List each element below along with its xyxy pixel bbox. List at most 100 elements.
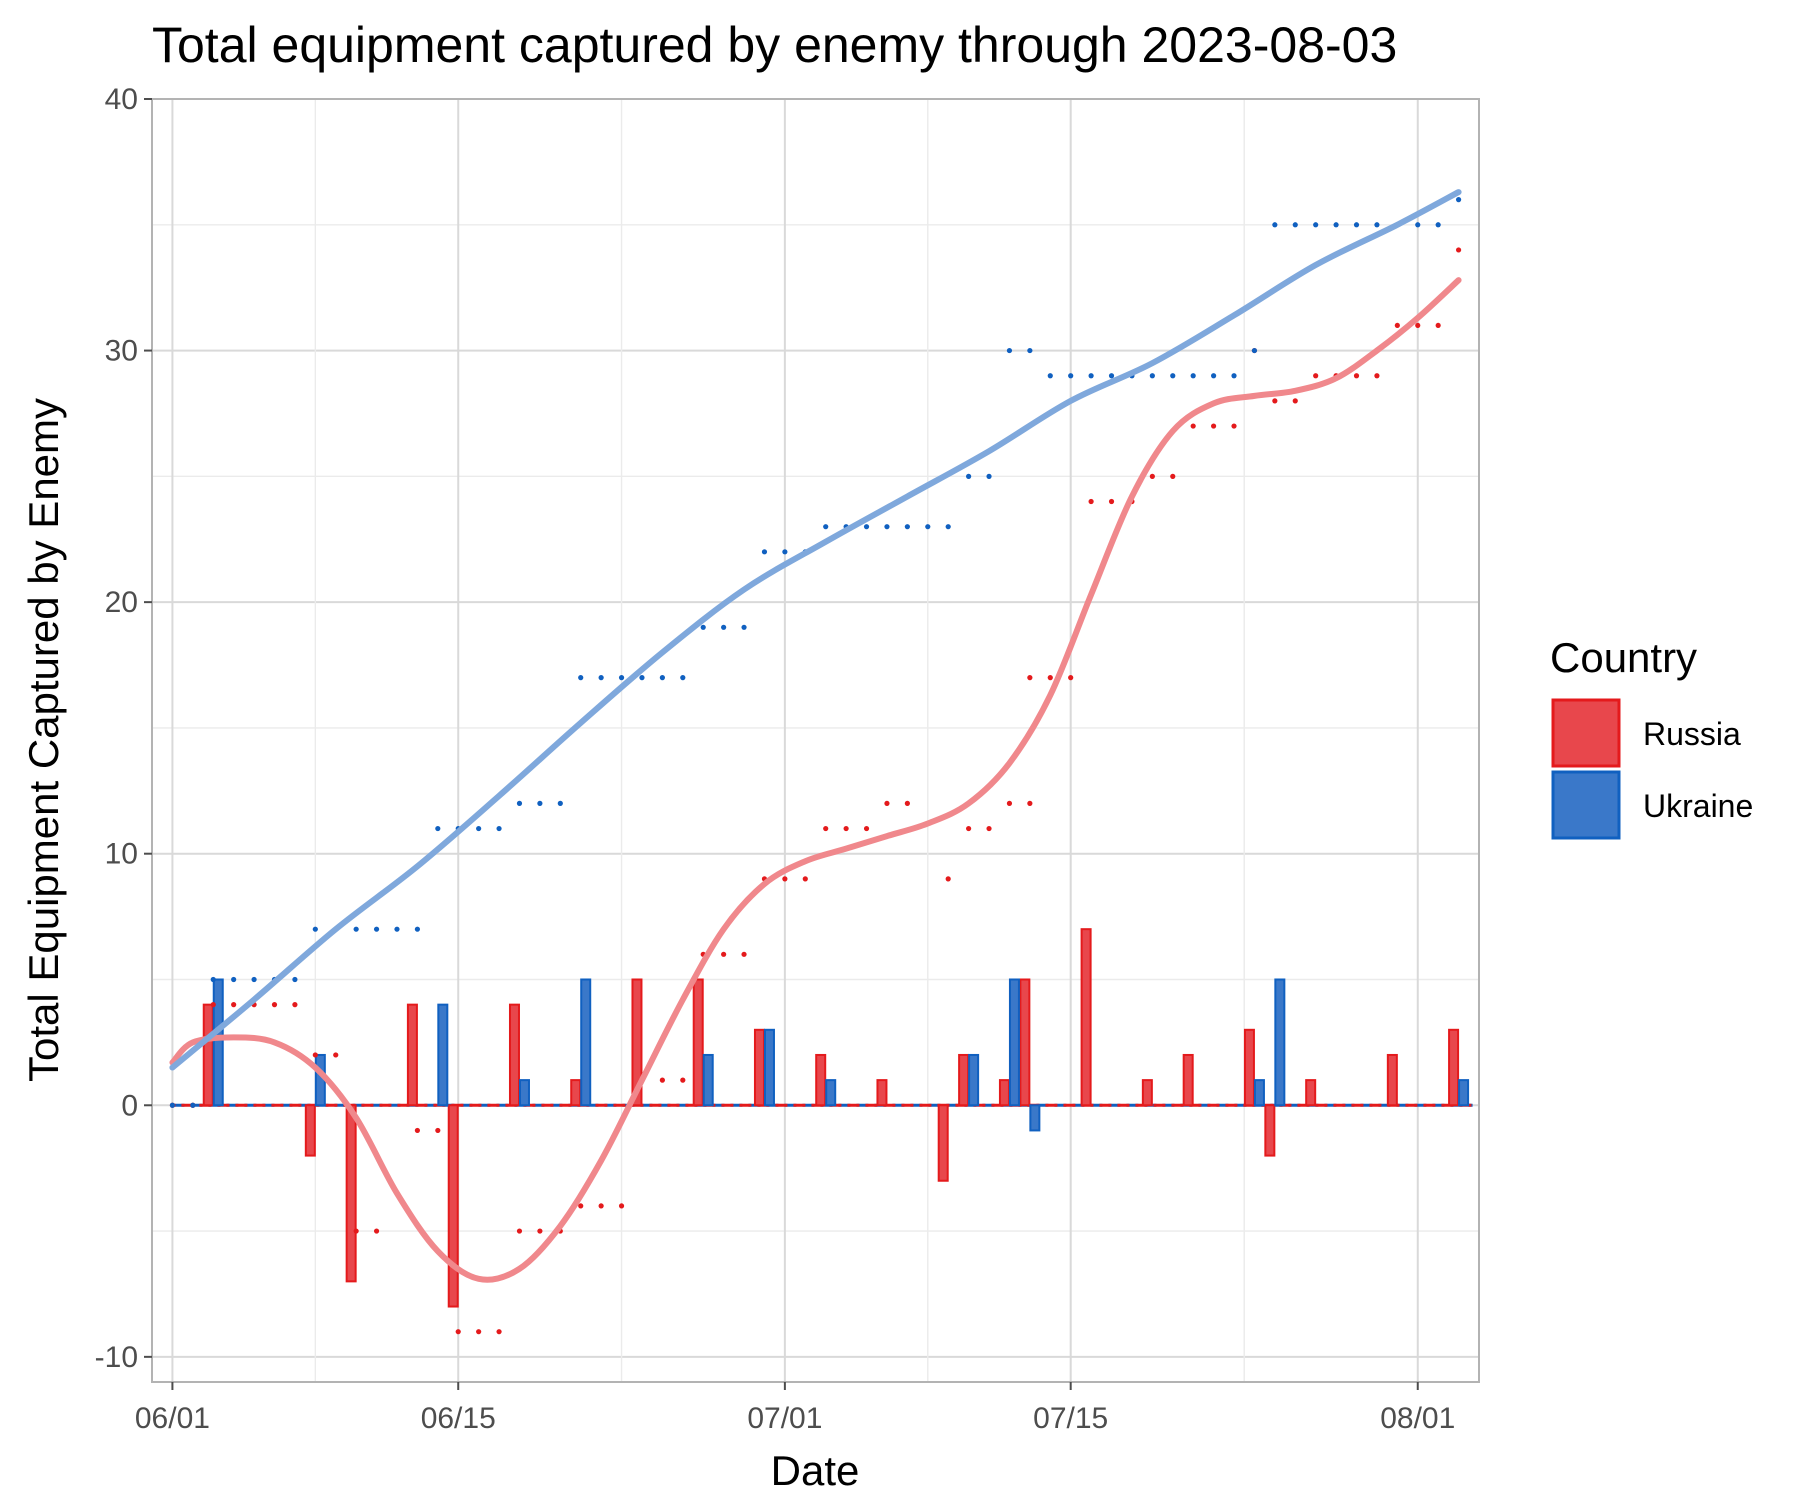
point-russia — [1353, 373, 1360, 379]
chart-title: Total equipment captured by enemy throug… — [152, 17, 1397, 73]
point-russia — [1231, 423, 1237, 429]
point-ukraine — [1455, 197, 1462, 203]
x-axis-title: Date — [771, 1447, 860, 1494]
point-russia — [598, 1203, 604, 1209]
point-russia — [1170, 473, 1176, 479]
point-ukraine — [231, 976, 237, 983]
y-axis-title: Total Equipment Captured by Enemy — [20, 398, 67, 1082]
point-russia — [782, 876, 788, 882]
point-ukraine — [292, 976, 298, 983]
legend-title: Country — [1550, 634, 1697, 681]
x-axis-ticks: 06/01 06/15 07/01 07/15 08/01 — [135, 1382, 1455, 1435]
point-russia — [1394, 322, 1400, 329]
point-ukraine — [1006, 347, 1013, 354]
point-russia — [333, 1052, 339, 1058]
bar-russia — [508, 1003, 520, 1107]
point-ukraine — [537, 800, 543, 806]
point-ukraine — [1149, 373, 1155, 379]
point-ukraine — [496, 825, 502, 832]
bar-ukraine — [437, 1003, 449, 1107]
point-russia — [578, 1203, 584, 1209]
point-russia — [537, 1228, 543, 1234]
point-russia — [1190, 423, 1196, 429]
plot-panel-border — [151, 98, 1480, 1383]
point-russia — [1027, 800, 1033, 806]
point-russia — [1108, 498, 1115, 505]
bar-russia — [304, 1104, 316, 1157]
point-ukraine — [1435, 222, 1441, 228]
point-ukraine — [1415, 222, 1421, 228]
point-ukraine — [414, 926, 420, 932]
point-ukraine — [1027, 347, 1033, 354]
points-layer — [169, 197, 1462, 1335]
point-ukraine — [435, 825, 441, 832]
point-ukraine — [598, 675, 604, 681]
point-russia — [312, 1052, 318, 1058]
point-ukraine — [618, 675, 625, 681]
point-ukraine — [251, 976, 257, 983]
point-ukraine — [761, 549, 768, 555]
point-russia — [843, 825, 849, 832]
point-russia — [1455, 247, 1462, 253]
point-russia — [1292, 398, 1298, 404]
point-ukraine — [1108, 373, 1115, 379]
bar-russia — [815, 1053, 827, 1107]
point-ukraine — [190, 1102, 196, 1108]
y-tick-label: 0 — [121, 1089, 138, 1122]
x-tick-label: 08/01 — [1380, 1402, 1455, 1435]
bar-russia — [1305, 1079, 1317, 1107]
y-axis-ticks: -10 0 10 20 30 40 — [95, 83, 152, 1374]
point-russia — [741, 951, 747, 957]
bar-ukraine — [1029, 1104, 1041, 1132]
point-ukraine — [169, 1102, 176, 1108]
point-russia — [1272, 398, 1278, 404]
point-russia — [1313, 373, 1319, 379]
point-ukraine — [1353, 222, 1360, 228]
point-ukraine — [1190, 373, 1196, 379]
point-russia — [435, 1127, 441, 1134]
x-tick-label: 07/15 — [1033, 1402, 1108, 1435]
point-ukraine — [1088, 373, 1094, 379]
point-ukraine — [966, 473, 972, 479]
bar-russia — [406, 1003, 418, 1107]
point-ukraine — [925, 524, 931, 530]
point-ukraine — [782, 549, 788, 555]
point-russia — [659, 1077, 665, 1083]
point-ukraine — [1231, 373, 1237, 379]
point-russia — [414, 1127, 420, 1134]
legend-label-ukraine: Ukraine — [1643, 788, 1753, 824]
point-ukraine — [210, 976, 216, 983]
point-ukraine — [373, 926, 380, 932]
point-ukraine — [680, 675, 686, 681]
point-ukraine — [1272, 222, 1278, 228]
point-russia — [1027, 675, 1033, 681]
point-russia — [884, 800, 890, 806]
point-ukraine — [1292, 222, 1298, 228]
point-ukraine — [741, 624, 747, 630]
bar-ukraine — [1008, 978, 1020, 1107]
x-tick-label: 06/01 — [135, 1402, 210, 1435]
point-russia — [966, 825, 972, 832]
point-russia — [863, 825, 870, 832]
point-ukraine — [904, 524, 910, 530]
point-ukraine — [1068, 373, 1074, 379]
bar-ukraine — [763, 1028, 775, 1107]
bar-ukraine — [518, 1079, 530, 1107]
bar-russia — [1019, 978, 1031, 1107]
legend: Country Russia Ukraine — [1550, 634, 1753, 840]
bar-russia — [1080, 928, 1092, 1107]
bar-ukraine — [1274, 978, 1286, 1107]
point-ukraine — [1047, 373, 1053, 379]
y-tick-label: -10 — [95, 1341, 138, 1374]
bars-layer — [202, 928, 1470, 1308]
point-russia — [904, 800, 910, 806]
bar-russia — [753, 1028, 765, 1107]
point-russia — [1006, 800, 1013, 806]
point-russia — [516, 1228, 523, 1234]
bar-ukraine — [314, 1053, 326, 1107]
point-ukraine — [639, 675, 645, 681]
point-ukraine — [1313, 222, 1319, 228]
point-ukraine — [476, 825, 482, 832]
